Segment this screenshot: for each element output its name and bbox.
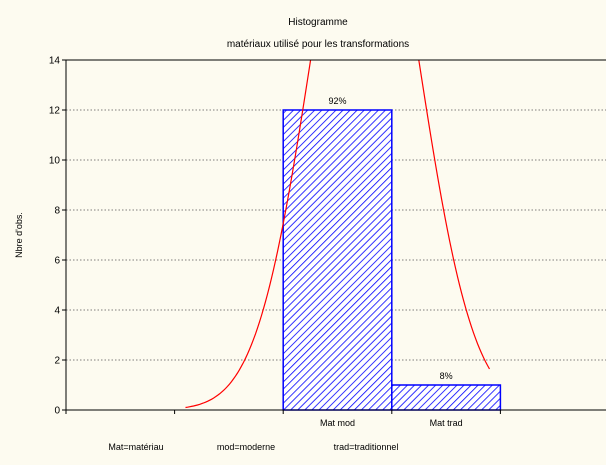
- bar-value-label-1: 92%: [328, 96, 346, 106]
- bar-1: [282, 109, 393, 411]
- plot-frame: [65, 59, 606, 411]
- legend-note-moderne: mod=moderne: [217, 442, 275, 452]
- bar-value-label-2: 8%: [440, 371, 453, 381]
- y-axis-ticks: 0 2 4 6 8 10 12 14: [49, 56, 66, 417]
- y-axis-label: Nbre d'obs.: [14, 212, 24, 258]
- gridlines: [66, 109, 606, 361]
- y-tick-label-6: 6: [54, 256, 60, 267]
- y-tick-label-10: 10: [49, 156, 61, 167]
- legend-note-materiau: Mat=matériau: [108, 442, 163, 452]
- bars: [282, 109, 502, 411]
- y-tick-label-14: 14: [49, 56, 61, 67]
- y-tick-label-8: 8: [54, 206, 60, 217]
- chart-subtitle: matériaux utilisé pour les transformatio…: [227, 39, 409, 50]
- x-axis-ticks: Mat mod Mat trad: [65, 410, 501, 428]
- y-tick-label-12: 12: [49, 106, 61, 117]
- y-tick-label-4: 4: [54, 306, 60, 317]
- chart-title: Histogramme: [288, 17, 348, 28]
- bar-2: [391, 384, 502, 411]
- legend-note-traditionnel: trad=traditionnel: [334, 442, 399, 452]
- bar-value-labels: 92% 8%: [328, 96, 452, 381]
- x-tick-label-2: Mat trad: [430, 418, 463, 428]
- normal-curve: [185, 60, 491, 409]
- y-tick-label-2: 2: [54, 356, 60, 367]
- x-tick-label-1: Mat mod: [320, 418, 355, 428]
- y-tick-label-0: 0: [54, 406, 60, 417]
- normal-fit-line: [185, 60, 491, 409]
